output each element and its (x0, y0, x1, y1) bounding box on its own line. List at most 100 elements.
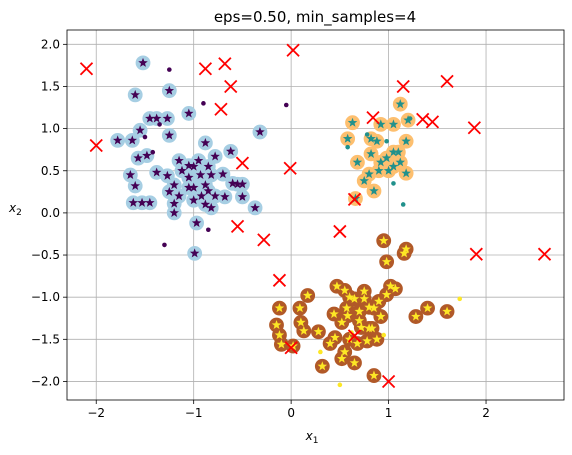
core-star-cluster-0 (210, 151, 220, 161)
core-star-cluster-0 (142, 150, 152, 160)
x-tick-label: −2 (87, 406, 105, 420)
core-star-cluster-2 (271, 319, 282, 330)
core-star-cluster-0 (177, 165, 187, 175)
core-star-cluster-0 (145, 197, 155, 207)
non-core-point-cluster-0 (142, 134, 148, 140)
core-star-cluster-2 (362, 336, 372, 346)
core-star-cluster-0 (112, 135, 123, 145)
y-tick-label: −1.5 (31, 332, 60, 346)
anomaly-marker (89, 138, 103, 153)
anomaly-stroke (537, 247, 552, 261)
core-star-cluster-2 (369, 370, 379, 380)
core-star-cluster-2 (295, 303, 305, 313)
y-tick-label: 1.0 (41, 122, 60, 136)
core-star-cluster-1 (369, 185, 379, 196)
anomaly-stroke (333, 224, 347, 239)
core-star-cluster-0 (174, 191, 184, 201)
core-star-cluster-2 (276, 339, 287, 349)
anomaly-marker (425, 115, 440, 129)
core-star-cluster-0 (255, 126, 265, 137)
core-star-cluster-0 (218, 169, 228, 179)
core-star-cluster-2 (349, 357, 360, 367)
non-core-point-cluster-0 (150, 149, 156, 155)
core-star-cluster-0 (151, 113, 162, 123)
anomaly-marker (283, 161, 297, 175)
non-core-point-cluster-0 (283, 102, 289, 108)
core-star-cluster-2 (352, 338, 363, 348)
core-star-cluster-1 (364, 169, 374, 179)
anomaly-marker (537, 247, 552, 261)
core-star-cluster-0 (164, 186, 175, 196)
core-star-cluster-0 (188, 182, 199, 192)
y-tick-label: 2.0 (41, 37, 60, 51)
anomaly-marker (396, 79, 410, 94)
core-star-cluster-0 (162, 113, 173, 123)
core-star-cluster-2 (329, 309, 339, 319)
x-tick-label: 2 (482, 406, 490, 420)
chart-title: eps=0.50, min_samples=4 (214, 8, 416, 27)
anomaly-marker (257, 233, 271, 247)
anomaly-marker (214, 102, 228, 116)
core-star-cluster-0 (227, 178, 238, 188)
non-core-point-cluster-1 (364, 132, 370, 137)
non-core-point-cluster-0 (206, 227, 211, 233)
core-star-cluster-2 (442, 306, 452, 316)
core-star-cluster-0 (220, 191, 230, 201)
core-star-cluster-2 (359, 286, 369, 296)
core-star-cluster-2 (378, 235, 389, 245)
core-star-cluster-1 (342, 133, 353, 143)
anomaly-stroke (347, 329, 362, 343)
core-star-cluster-0 (189, 248, 200, 258)
y-tick-label: 0.0 (41, 206, 60, 220)
y-tick-label: −1.0 (31, 290, 60, 304)
core-star-cluster-0 (162, 170, 173, 180)
anomaly-marker (79, 62, 94, 76)
anomaly-marker (198, 62, 213, 76)
anomaly-marker (440, 74, 454, 89)
core-star-cluster-0 (210, 191, 220, 201)
core-star-cluster-2 (339, 346, 350, 356)
core-star-cluster-2 (337, 353, 347, 363)
x-tick-label: −1 (185, 406, 203, 420)
core-star-cluster-2 (390, 283, 401, 293)
core-star-cluster-0 (184, 108, 194, 118)
gridlines (67, 30, 564, 400)
core-star-cluster-0 (145, 113, 155, 123)
core-star-cluster-0 (250, 202, 260, 212)
core-star-cluster-1 (352, 157, 363, 167)
non-core-point-cluster-2 (457, 296, 463, 302)
non-core-point-cluster-1 (345, 144, 350, 150)
anomaly-stroke (224, 79, 238, 94)
core-star-cluster-0 (164, 85, 175, 95)
anomaly-stroke (396, 79, 410, 94)
core-star-cluster-2 (411, 311, 421, 321)
core-star-cluster-0 (128, 197, 139, 207)
core-star-cluster-2 (302, 290, 313, 300)
anomaly-stroke (467, 121, 481, 135)
core-star-cluster-0 (169, 198, 179, 208)
core-star-cluster-0 (191, 218, 202, 228)
core-star-cluster-2 (341, 303, 352, 313)
anomaly-marker (347, 329, 362, 343)
core-star-cluster-1 (393, 147, 404, 157)
core-star-cluster-1 (383, 165, 394, 175)
non-core-point-cluster-0 (201, 101, 206, 106)
core-star-cluster-2 (344, 334, 355, 344)
core-star-cluster-1 (381, 153, 392, 163)
anomaly-marker (467, 121, 481, 135)
anomaly-marker (284, 341, 298, 355)
non-core-point-cluster-1 (407, 116, 413, 121)
core-star-cluster-0 (130, 89, 140, 99)
anomaly-marker (286, 43, 300, 57)
anomaly-stroke (366, 111, 380, 125)
non-core-point-cluster-2 (337, 382, 343, 388)
core-star-cluster-2 (376, 311, 386, 321)
core-star-cluster-0 (127, 135, 138, 145)
core-star-cluster-2 (299, 325, 309, 335)
core-star-cluster-1 (376, 119, 386, 129)
core-star-cluster-0 (135, 125, 145, 135)
core-star-cluster-2 (339, 285, 350, 295)
core-star-cluster-0 (232, 179, 243, 189)
anomaly-stroke (425, 115, 440, 129)
core-star-cluster-0 (237, 191, 248, 201)
